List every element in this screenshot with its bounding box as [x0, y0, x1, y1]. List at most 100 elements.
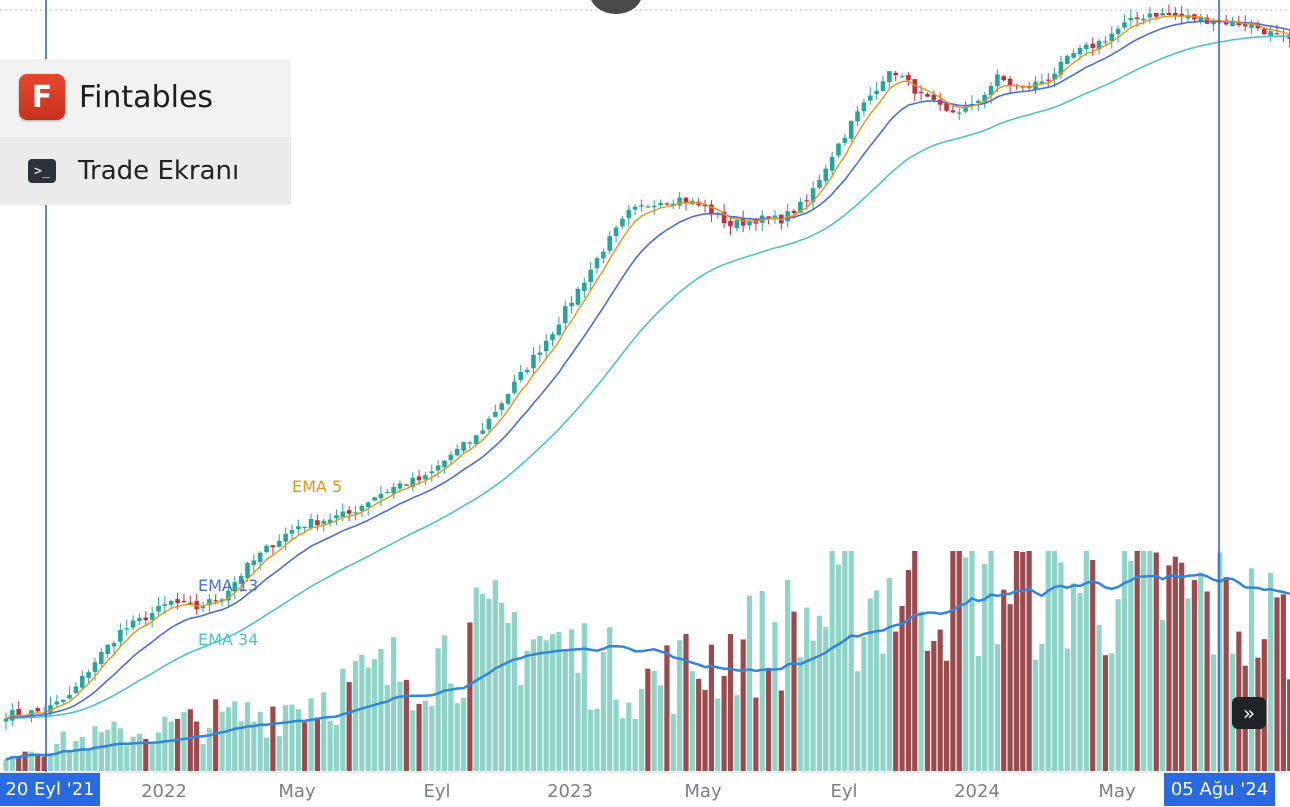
trade-screen-label: Trade Ekranı: [78, 156, 240, 186]
candle-body: [601, 251, 606, 259]
volume-bar: [86, 750, 92, 771]
volume-bar: [943, 660, 950, 771]
volume-bar: [632, 718, 638, 771]
candle-body: [918, 91, 924, 94]
volume-bar: [804, 607, 810, 771]
volume-bar: [1185, 598, 1191, 771]
volume-bar: [1039, 643, 1045, 771]
candle-body: [906, 74, 911, 81]
scroll-to-latest-button[interactable]: »: [1232, 697, 1266, 729]
candle-body: [448, 454, 454, 460]
candle-body: [353, 512, 358, 514]
candle-body: [385, 491, 390, 493]
candle-body: [296, 526, 301, 530]
volume-bar: [397, 681, 403, 771]
volume-bar: [441, 635, 448, 771]
x-tick-label: 2024: [954, 781, 1000, 802]
candle-body: [1255, 24, 1261, 29]
volume-bar: [1166, 565, 1172, 771]
candle-body: [276, 540, 282, 547]
volume-bar: [797, 657, 803, 771]
x-tick-label: Eyl: [830, 781, 858, 802]
volume-bar: [200, 744, 206, 771]
volume-bar: [772, 622, 778, 771]
volume-bar: [54, 743, 60, 771]
candle-body: [486, 418, 492, 430]
volume-bar: [486, 598, 492, 771]
volume-bar: [734, 695, 740, 771]
candle-body: [1249, 23, 1254, 28]
crosshair-start-date: 20 Eyl '21: [0, 773, 100, 806]
x-tick-label: May: [278, 781, 316, 802]
candle-body: [747, 220, 752, 226]
volume-bar: [1109, 653, 1115, 771]
candle-body: [988, 86, 994, 96]
candle-body: [664, 203, 670, 205]
volume-bar: [1268, 572, 1274, 771]
candle-body: [181, 600, 187, 603]
x-tick-label: May: [684, 781, 722, 802]
candle-body: [594, 258, 600, 269]
candle-body: [677, 197, 682, 206]
candle-body: [130, 620, 136, 628]
candle-body: [245, 562, 250, 579]
volume-bar: [289, 704, 295, 771]
candle-body: [836, 143, 841, 156]
volume-bar: [1179, 562, 1185, 771]
candle-body: [334, 515, 339, 519]
volume-bar: [1204, 591, 1210, 771]
volume-bar: [1153, 552, 1159, 771]
candle-body: [976, 100, 981, 103]
volume-bar: [391, 637, 397, 771]
volume-bar: [270, 706, 276, 771]
candle-body: [1077, 48, 1083, 55]
candle-body: [73, 686, 79, 693]
volume-bar: [524, 650, 530, 771]
volume-bar: [638, 689, 645, 771]
candle-body: [251, 560, 257, 566]
candle-body: [867, 95, 873, 101]
candle-body: [1185, 15, 1191, 19]
candle-body: [810, 188, 816, 202]
candle-body: [569, 302, 574, 307]
candle-body: [766, 216, 771, 218]
volume-bar: [194, 721, 200, 771]
trade-screen-item[interactable]: >_ Trade Ekranı: [0, 137, 291, 205]
candle-body: [620, 218, 625, 227]
candle-body: [162, 604, 168, 606]
candle-body: [99, 651, 104, 665]
volume-bar: [759, 591, 765, 771]
candle-body: [645, 206, 651, 208]
volume-bar: [66, 751, 73, 771]
candle-body: [92, 662, 98, 672]
volume-bar: [213, 699, 219, 771]
volume-bar: [956, 551, 962, 771]
volume-bar: [79, 736, 85, 771]
volume-bar: [403, 679, 409, 771]
volume-bar: [753, 697, 759, 771]
candle-body: [1109, 33, 1115, 42]
volume-bar: [785, 579, 791, 771]
volume-bar: [505, 623, 511, 771]
candle-body: [79, 675, 85, 688]
brand-name: Fintables: [79, 79, 214, 115]
ema34-line: [5, 35, 1290, 720]
candle-body: [143, 617, 149, 621]
volume-bar: [1287, 679, 1290, 771]
candle-body: [632, 206, 638, 210]
candle-body: [397, 483, 403, 489]
candle-body: [925, 93, 930, 97]
candle-body: [582, 282, 587, 291]
volume-bar: [416, 703, 422, 771]
candle-body: [175, 599, 180, 603]
candle-body: [35, 708, 41, 712]
top-drag-handle[interactable]: [590, 0, 642, 14]
candle-body: [137, 617, 142, 621]
volume-bar: [1026, 551, 1032, 771]
candle-body: [435, 465, 441, 471]
candle-body: [543, 340, 549, 352]
candle-body: [683, 197, 689, 204]
candle-body: [562, 306, 568, 324]
price-volume-chart[interactable]: EMA 5 EMA 13 EMA 34: [0, 0, 1290, 772]
candle-body: [880, 81, 886, 92]
